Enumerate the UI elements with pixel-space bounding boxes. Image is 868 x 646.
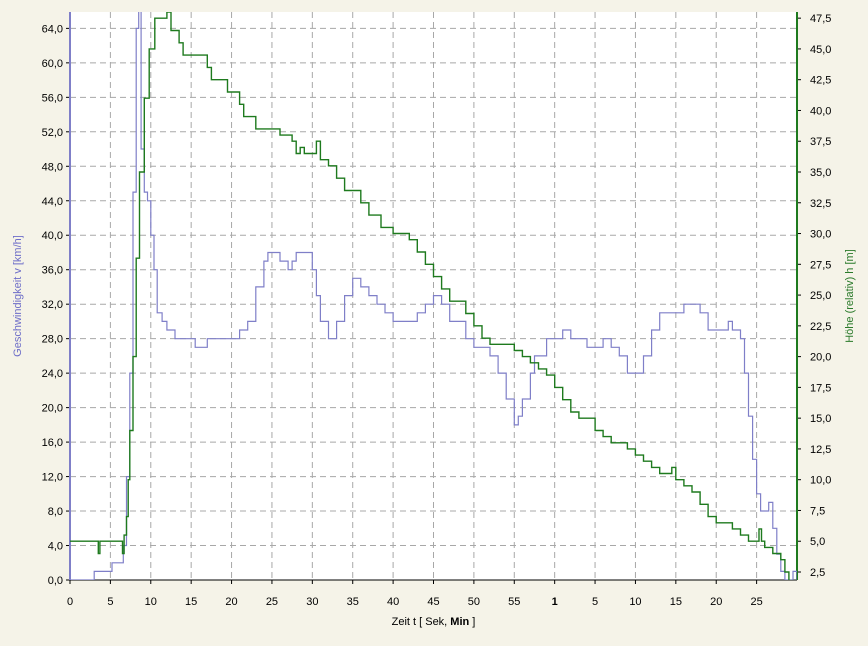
y-left-tick-label: 20,0: [42, 403, 63, 415]
y-right-tick-label: 17,5: [810, 382, 831, 394]
x-tick-label: 40: [387, 596, 399, 608]
y-right-tick-label: 37,5: [810, 136, 831, 148]
y-left-tick-label: 36,0: [42, 265, 63, 277]
x-tick-label: 10: [629, 596, 641, 608]
y-left-tick-label: 12,0: [42, 472, 63, 484]
y-left-tick-label: 44,0: [42, 196, 63, 208]
y-right-tick-label: 5,0: [810, 536, 825, 548]
x-axis-label-unit: Min: [450, 616, 469, 628]
x-tick-label: 0: [67, 596, 73, 608]
x-axis-label-suffix: ]: [469, 616, 475, 628]
y-left-tick-label: 28,0: [42, 334, 63, 346]
y-left-tick-label: 60,0: [42, 58, 63, 70]
y-right-tick-label: 35,0: [810, 167, 831, 179]
y-left-tick-label: 32,0: [42, 299, 63, 311]
x-tick-label: 1: [552, 596, 558, 608]
x-tick-label: 35: [347, 596, 359, 608]
y-left-tick-label: 52,0: [42, 127, 63, 139]
y-right-tick-label: 30,0: [810, 229, 831, 241]
height-series-line: [70, 12, 797, 580]
y-right-tick-label: 32,5: [810, 198, 831, 210]
x-axis-label: Zeit t [ Sek, Min ]: [392, 616, 476, 628]
y-left-tick-label: 8,0: [48, 506, 63, 518]
y-right-tick-label: 42,5: [810, 75, 831, 87]
y-left-tick-label: 64,0: [42, 23, 63, 35]
y-left-tick-label: 4,0: [48, 541, 63, 553]
x-tick-label: 10: [145, 596, 157, 608]
y-right-tick-label: 45,0: [810, 44, 831, 56]
y-right-tick-label: 47,5: [810, 13, 831, 25]
y-right-tick-label: 40,0: [810, 105, 831, 117]
x-tick-label: 55: [508, 596, 520, 608]
y-left-tick-label: 40,0: [42, 230, 63, 242]
y-right-tick-label: 20,0: [810, 352, 831, 364]
x-tick-label: 20: [710, 596, 722, 608]
y-right-tick-label: 15,0: [810, 413, 831, 425]
x-tick-label: 50: [468, 596, 480, 608]
y-right-tick-label: 7,5: [810, 505, 825, 517]
x-tick-label: 15: [670, 596, 682, 608]
x-tick-label: 15: [185, 596, 197, 608]
y-right-tick-label: 2,5: [810, 567, 825, 579]
y-left-tick-label: 0,0: [48, 575, 63, 587]
y-right-tick-label: 22,5: [810, 321, 831, 333]
y-left-tick-label: 24,0: [42, 368, 63, 380]
y-left-tick-label: 56,0: [42, 92, 63, 104]
speed-series-line: [70, 12, 797, 580]
y-axis-label-left: Geschwindigkeit v [km/h]: [12, 235, 24, 357]
x-tick-label: 5: [592, 596, 598, 608]
y-right-tick-label: 12,5: [810, 444, 831, 456]
y-right-tick-label: 10,0: [810, 475, 831, 487]
y-axis-label-right: Höhe (relativ) h [m]: [844, 249, 856, 343]
tick-labels: 0 5 10 15 20 25 30 35 40 45 50 55 1 5 10 15 20 250,04,08,…: [42, 12, 831, 608]
x-tick-label: 20: [225, 596, 237, 608]
y-left-tick-label: 16,0: [42, 437, 63, 449]
x-tick-label: 30: [306, 596, 318, 608]
x-tick-label: 25: [750, 596, 762, 608]
x-tick-label: 45: [427, 596, 439, 608]
x-tick-label: 5: [107, 596, 113, 608]
series: [70, 12, 797, 580]
y-right-tick-label: 25,0: [810, 290, 831, 302]
y-right-tick-label: 27,5: [810, 259, 831, 271]
x-axis-label-prefix: Zeit t [ Sek,: [392, 616, 451, 628]
y-left-tick-label: 48,0: [42, 161, 63, 173]
x-tick-label: 25: [266, 596, 278, 608]
